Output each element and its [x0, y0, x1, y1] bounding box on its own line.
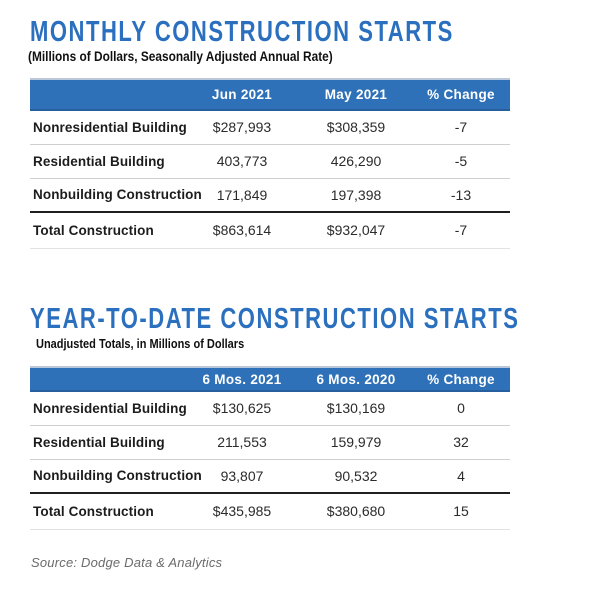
ytd-starts-table: 6 Mos. 2021 6 Mos. 2020 % Change Nonresi…: [30, 366, 510, 530]
row-label: Nonbuilding Construction: [30, 178, 202, 213]
table-row: Nonresidential Building $287,993 $308,35…: [30, 110, 510, 145]
cell-value: 90,532: [300, 459, 412, 494]
cell-value: 197,398: [300, 178, 412, 213]
header-spacer-cell: [30, 366, 184, 392]
column-header-pct-change: % Change: [412, 78, 510, 111]
total-row: Total Construction $435,985 $380,680 15: [30, 493, 510, 530]
cell-value: $308,359: [300, 110, 412, 145]
monthly-section-title: MONTHLY CONSTRUCTION STARTS: [30, 16, 454, 48]
ytd-section-title: YEAR-TO-DATE CONSTRUCTION STARTS: [30, 303, 520, 335]
cell-pct-change: 0: [412, 391, 510, 426]
monthly-starts-table: Jun 2021 May 2021 % Change Nonresidentia…: [30, 78, 510, 249]
column-header-6mos-2021: 6 Mos. 2021: [184, 366, 300, 392]
header-spacer-cell: [30, 78, 184, 111]
row-label: Nonbuilding Construction: [30, 459, 202, 494]
row-label: Residential Building: [30, 144, 184, 179]
table-row: Nonbuilding Construction 93,807 90,532 4: [30, 459, 510, 494]
cell-value: $932,047: [300, 212, 412, 249]
cell-value: 211,553: [184, 425, 300, 460]
cell-value: $863,614: [184, 212, 300, 249]
cell-pct-change: -7: [412, 110, 510, 145]
row-label: Nonresidential Building: [30, 110, 187, 145]
cell-pct-change: 4: [412, 459, 510, 494]
total-row: Total Construction $863,614 $932,047 -7: [30, 212, 510, 249]
cell-value: $380,680: [300, 493, 412, 530]
cell-pct-change: -5: [412, 144, 510, 179]
monthly-section-subtitle: (Millions of Dollars, Seasonally Adjuste…: [28, 49, 333, 64]
cell-value: 93,807: [184, 459, 300, 494]
row-label: Total Construction: [30, 212, 184, 249]
cell-pct-change: -7: [412, 212, 510, 249]
cell-pct-change: 15: [412, 493, 510, 530]
cell-value: 159,979: [300, 425, 412, 460]
ytd-header-row: 6 Mos. 2021 6 Mos. 2020 % Change: [30, 366, 510, 392]
cell-pct-change: 32: [412, 425, 510, 460]
cell-value: $130,625: [184, 391, 300, 426]
monthly-header-row: Jun 2021 May 2021 % Change: [30, 78, 510, 111]
table-row: Nonresidential Building $130,625 $130,16…: [30, 391, 510, 426]
row-label: Total Construction: [30, 493, 184, 530]
ytd-section-subtitle: Unadjusted Totals, in Millions of Dollar…: [36, 337, 245, 351]
column-header-pct-change: % Change: [412, 366, 510, 392]
cell-value: $130,169: [300, 391, 412, 426]
cell-value: $287,993: [184, 110, 300, 145]
cell-pct-change: -13: [412, 178, 510, 213]
table-row: Nonbuilding Construction 171,849 197,398…: [30, 178, 510, 213]
column-header-may-2021: May 2021: [300, 78, 412, 111]
table-row: Residential Building 211,553 159,979 32: [30, 425, 510, 460]
cell-value: 171,849: [184, 178, 300, 213]
row-label: Nonresidential Building: [30, 391, 187, 426]
cell-value: 426,290: [300, 144, 412, 179]
column-header-jun-2021: Jun 2021: [184, 78, 300, 111]
column-header-6mos-2020: 6 Mos. 2020: [300, 366, 412, 392]
cell-value: $435,985: [184, 493, 300, 530]
row-label: Residential Building: [30, 425, 184, 460]
source-attribution: Source: Dodge Data & Analytics: [31, 555, 223, 570]
cell-value: 403,773: [184, 144, 300, 179]
table-row: Residential Building 403,773 426,290 -5: [30, 144, 510, 179]
